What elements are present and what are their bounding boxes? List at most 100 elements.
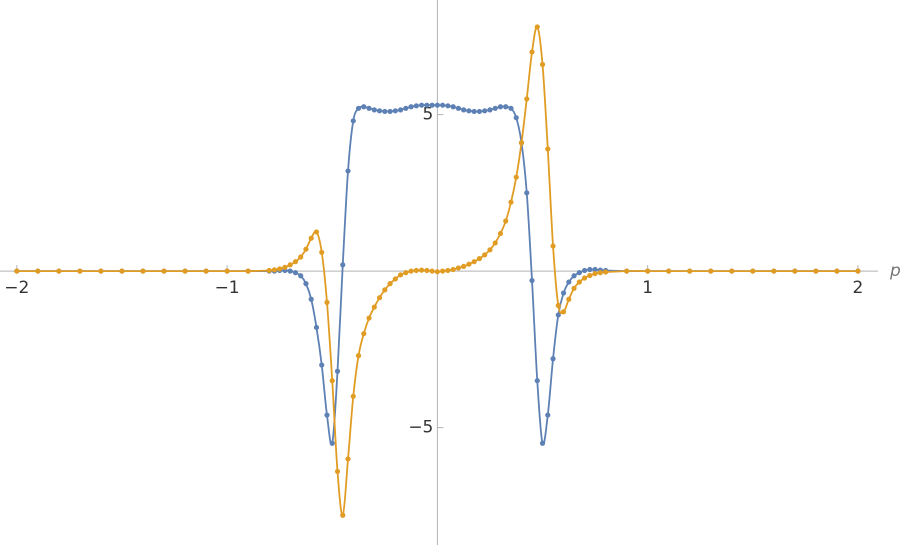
data-point [508,105,514,111]
data-point [376,108,383,114]
data-point [56,268,62,274]
data-point [834,268,840,274]
data-point [434,102,440,108]
data-point [476,255,483,262]
data-point [550,243,556,249]
data-point [855,268,861,274]
data-point [581,267,588,274]
data-point [298,254,304,260]
data-point [440,102,446,108]
data-point [329,378,335,384]
data-point [319,249,325,255]
data-point [708,268,714,274]
data-point [492,105,498,111]
data-point [508,199,514,205]
y-tick-label: −5 [408,418,433,438]
data-point [366,315,372,321]
data-point [492,240,498,246]
data-point [397,272,404,278]
data-point [392,276,398,282]
data-point [524,190,530,196]
data-point [487,247,493,253]
data-point [392,108,398,114]
data-point [350,393,356,399]
data-point [771,268,777,274]
data-point [482,252,488,258]
data-point [303,246,309,252]
data-point [282,264,288,270]
data-point [666,268,672,274]
data-point [792,268,798,274]
x-axis-label: p [889,261,900,281]
data-point [98,268,104,274]
data-point [497,104,504,110]
data-point [313,324,320,331]
data-point [245,268,251,274]
data-point [434,269,440,275]
data-point [292,259,299,265]
data-point [466,261,472,267]
data-point [266,267,272,274]
data-point [645,268,651,274]
data-point [440,268,446,274]
data-point [424,267,430,274]
data-point [408,268,414,274]
data-point [597,270,603,276]
data-point [324,299,330,305]
data-point [545,412,551,418]
data-point [497,230,504,237]
data-point [308,296,314,302]
data-point [813,268,819,274]
data-point [592,270,598,277]
data-point [555,302,561,309]
data-point [571,273,577,279]
data-point [450,266,456,273]
data-point [592,266,598,273]
data-point [271,267,278,273]
data-point [513,115,519,121]
x-tick-label: 2 [853,278,864,298]
data-point [445,267,451,274]
data-point [576,270,582,276]
data-point [355,353,362,359]
x-tick-label: 1 [642,278,653,298]
data-point [482,108,488,114]
data-point [550,356,556,362]
data-point [382,108,388,115]
data-point [403,105,409,111]
data-point [203,268,209,274]
data-point [376,295,383,301]
data-point [555,312,561,318]
data-point [560,309,567,315]
data-point [687,268,693,274]
x-tick-label: −2 [4,278,29,298]
data-point [487,107,493,113]
data-point [513,174,519,180]
data-point [182,268,188,274]
data-point [455,105,462,111]
data-point [340,512,346,518]
data-point [466,108,472,114]
data-point [624,268,630,274]
data-point [119,268,125,274]
data-point [571,285,577,291]
data-point [413,267,419,274]
data-point [35,268,41,274]
data-point [545,146,551,152]
data-point [566,296,572,302]
data-point [287,268,293,274]
data-point [14,268,20,274]
data-point [424,102,430,108]
data-point [750,268,756,274]
data-point [361,331,367,337]
data-point [461,107,467,113]
data-point [355,105,362,111]
data-point [503,218,509,224]
data-point [471,259,477,265]
data-point [387,108,393,115]
data-point [587,272,593,279]
data-point [419,102,425,108]
data-point [603,269,609,275]
data-point [387,281,393,287]
data-point [366,105,372,111]
